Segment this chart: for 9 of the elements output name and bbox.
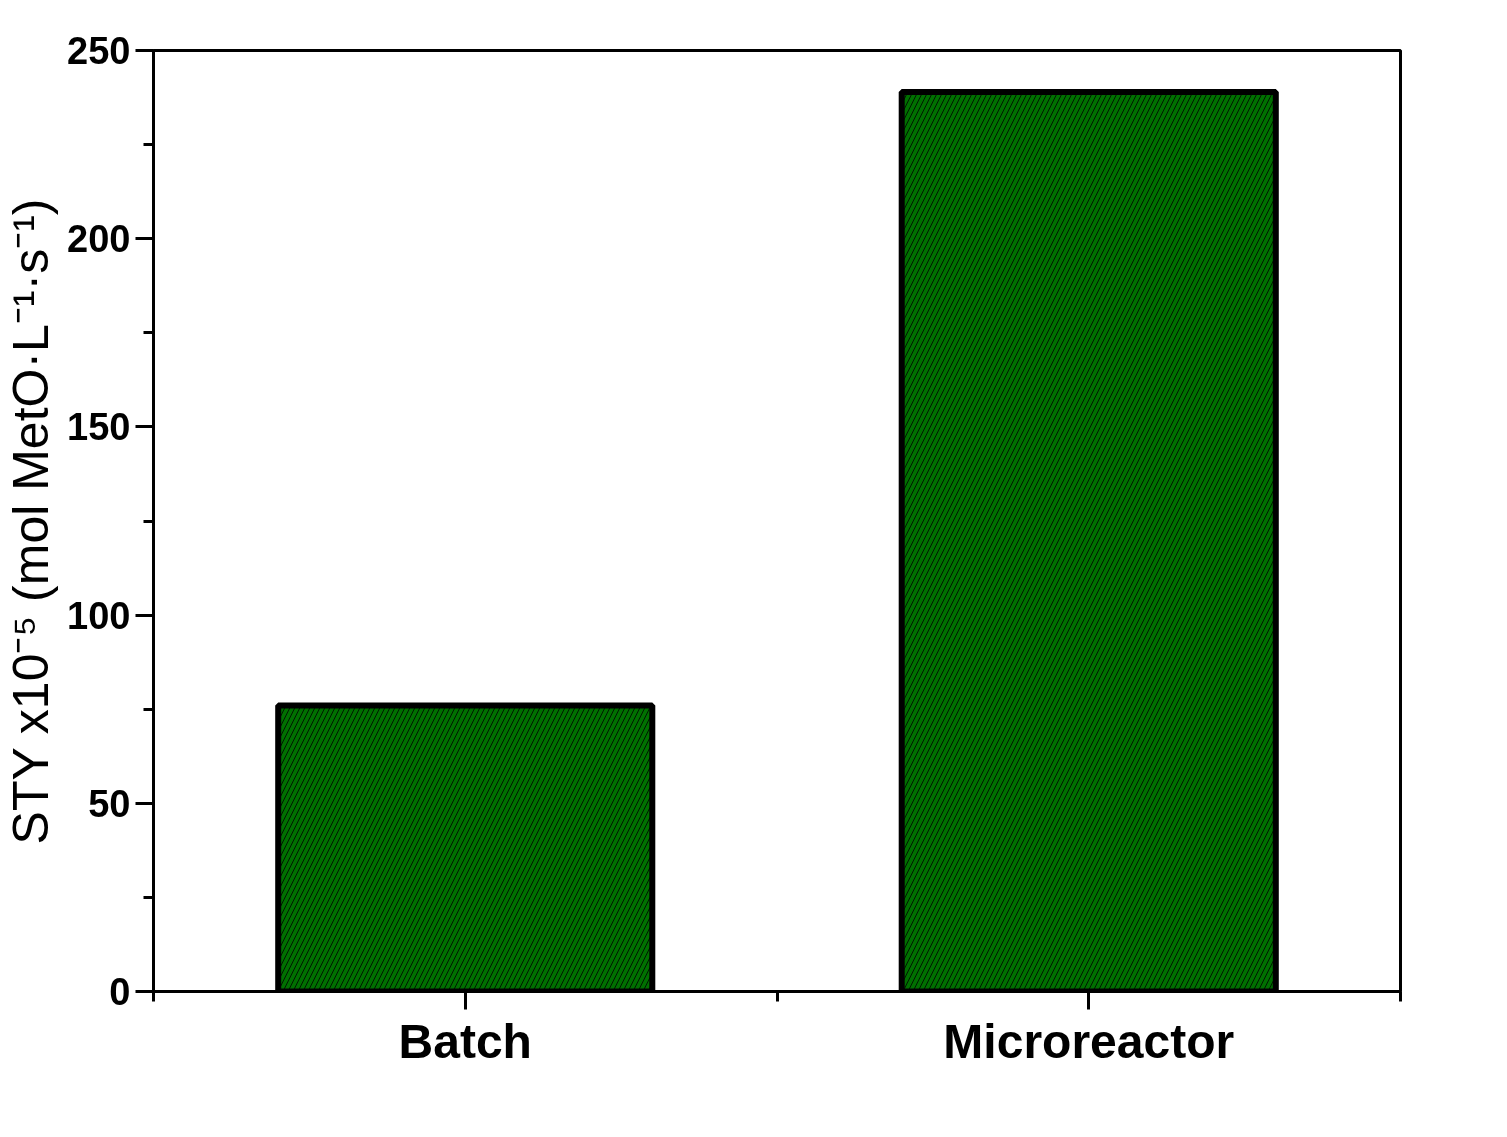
y-tick-label: 200 xyxy=(67,218,131,261)
x-tick-label: Batch xyxy=(398,1014,532,1068)
y-tick-label: 0 xyxy=(109,971,131,1013)
x-tick-label: Microreactor xyxy=(943,1014,1235,1068)
y-axis-title: STY x10⁻⁵ (mol MetO·L⁻¹·s⁻¹) xyxy=(3,198,60,845)
y-tick-label: 100 xyxy=(67,594,131,637)
y-tick-label: 50 xyxy=(88,782,131,825)
y-tick-label: 250 xyxy=(67,30,131,72)
y-tick-label: 150 xyxy=(67,406,131,449)
